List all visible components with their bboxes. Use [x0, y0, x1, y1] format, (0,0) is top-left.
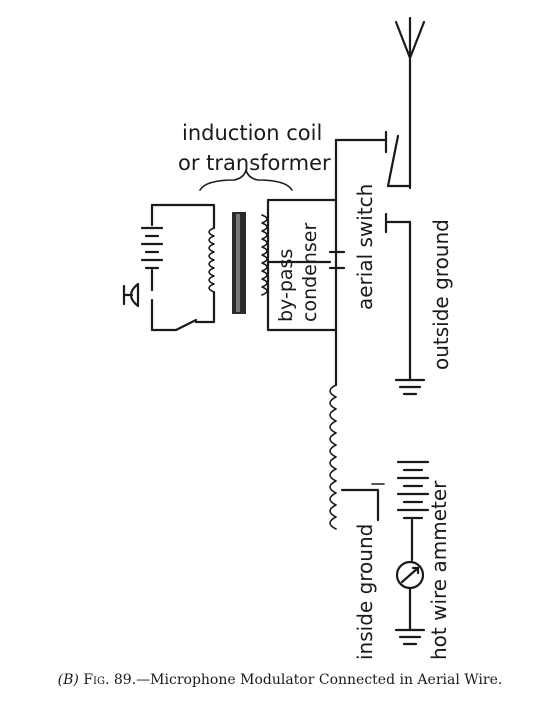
hot-wire-ammeter-icon — [395, 560, 425, 590]
svg-text:or transformer: or transformer — [178, 151, 331, 175]
induction-coil-label: induction coil or transformer — [178, 121, 331, 175]
bypass-condenser-label: by-pass condenser — [275, 223, 321, 322]
inside-ground-tap-icon — [340, 483, 385, 522]
outside-ground-icon — [394, 378, 426, 396]
series-battery-icon — [396, 460, 430, 562]
aerial-switch-icon — [334, 130, 412, 234]
inside-ground-icon — [394, 628, 426, 646]
primary-coil-icon — [208, 227, 215, 293]
secondary-circuit-wire — [266, 198, 338, 332]
primary-switch-icon — [174, 318, 198, 332]
aerial-switch-label: aerial switch — [353, 184, 377, 310]
outside-ground-label: outside ground — [429, 219, 453, 370]
caption-text: —Microphone Modulator Connected in Aeria… — [136, 672, 503, 688]
battery-icon — [140, 226, 164, 270]
microphone-icon — [122, 282, 140, 308]
caption-fig: Fig. 89. — [83, 672, 137, 688]
induction-coil-brace — [199, 169, 293, 191]
figure-caption: (B) Fig. 89.—Microphone Modulator Connec… — [0, 672, 560, 688]
svg-text:condenser: condenser — [299, 223, 321, 322]
svg-text:by-pass: by-pass — [275, 249, 297, 322]
loading-coil-icon — [329, 384, 337, 530]
secondary-coil-icon — [261, 214, 268, 296]
hot-wire-ammeter-label: hot wire ammeter — [427, 480, 451, 660]
iron-core-icon — [232, 212, 246, 314]
aerial-icon — [394, 16, 426, 100]
svg-text:induction coil: induction coil — [182, 121, 322, 145]
caption-prefix: (B) — [57, 672, 79, 688]
bypass-condenser-icon — [266, 250, 346, 270]
primary-circuit-wire — [150, 203, 216, 332]
inside-ground-label: inside ground — [353, 524, 377, 660]
